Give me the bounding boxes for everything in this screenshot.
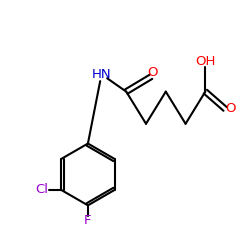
Text: O: O [225, 102, 236, 116]
Text: Cl: Cl [36, 184, 49, 196]
Text: OH: OH [195, 56, 216, 68]
Text: O: O [148, 66, 158, 79]
Text: F: F [84, 214, 92, 227]
Text: HN: HN [92, 68, 111, 81]
